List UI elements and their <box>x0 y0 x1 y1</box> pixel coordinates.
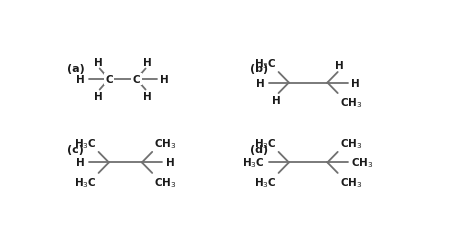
Text: H$_3$C: H$_3$C <box>74 175 97 189</box>
Text: CH$_3$: CH$_3$ <box>339 175 362 189</box>
Text: C: C <box>133 75 140 85</box>
Text: H$_3$C: H$_3$C <box>254 137 277 150</box>
Text: CH$_3$: CH$_3$ <box>351 156 374 170</box>
Text: CH$_3$: CH$_3$ <box>154 175 176 189</box>
Text: H: H <box>273 96 281 106</box>
Text: H: H <box>76 75 85 85</box>
Text: H: H <box>143 92 152 102</box>
Text: H$_3$C: H$_3$C <box>242 156 265 170</box>
Text: H$_3$C: H$_3$C <box>74 137 97 150</box>
Text: C: C <box>105 75 113 85</box>
Text: CH$_3$: CH$_3$ <box>339 137 362 150</box>
Text: H: H <box>76 158 85 168</box>
Text: (a): (a) <box>66 64 84 74</box>
Text: H: H <box>335 61 344 71</box>
Text: H$_3$C: H$_3$C <box>254 57 277 71</box>
Text: (b): (b) <box>250 64 268 74</box>
Text: H: H <box>94 92 102 102</box>
Text: H: H <box>143 57 152 67</box>
Text: (d): (d) <box>250 145 268 155</box>
Text: H$_3$C: H$_3$C <box>254 175 277 189</box>
Text: H: H <box>166 158 174 168</box>
Text: H: H <box>160 75 169 85</box>
Text: CH$_3$: CH$_3$ <box>154 137 176 150</box>
Text: H: H <box>351 78 360 88</box>
Text: H: H <box>94 57 102 67</box>
Text: (c): (c) <box>66 145 83 155</box>
Text: H: H <box>256 78 265 88</box>
Text: CH$_3$: CH$_3$ <box>339 96 362 109</box>
